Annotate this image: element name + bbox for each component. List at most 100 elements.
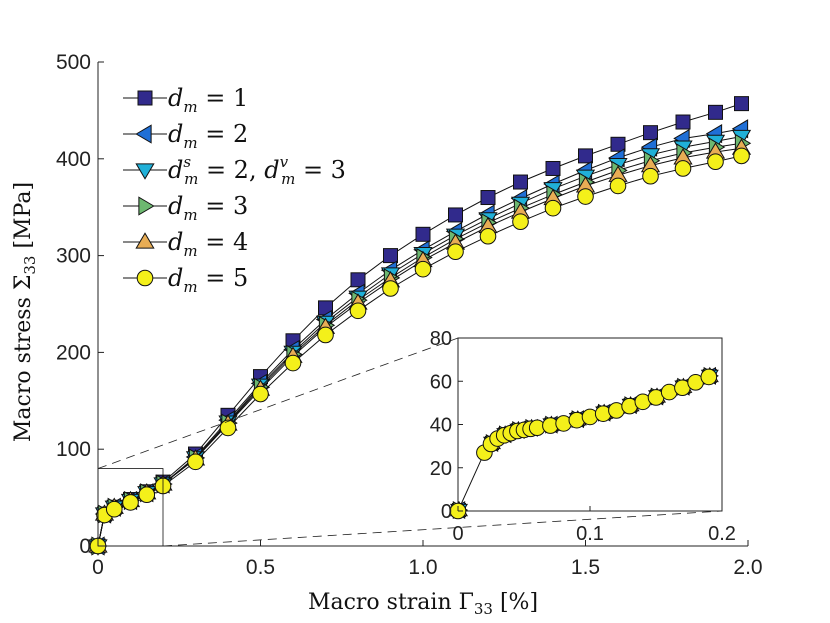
data-point — [349, 302, 367, 320]
data-point — [447, 243, 464, 261]
data-point — [578, 148, 593, 164]
legend-label: dm = 4 — [168, 228, 248, 260]
legend-marker — [138, 196, 155, 216]
legend-item-6: dm = 5 — [123, 264, 248, 296]
data-point — [642, 167, 659, 185]
legend-var: d — [168, 120, 183, 148]
legend-sup: s — [183, 153, 191, 171]
y-tick-label: 500 — [56, 51, 91, 74]
data-point — [513, 174, 528, 190]
data-point — [708, 104, 723, 120]
inset-y-tick-label: 80 — [430, 328, 452, 350]
inset-y-tick-label: 60 — [430, 371, 452, 393]
data-point — [187, 453, 204, 471]
data-point — [707, 153, 724, 171]
zoom-indicator — [97, 337, 723, 547]
data-point — [674, 160, 692, 177]
data-point — [284, 354, 302, 372]
legend-rest: = 5 — [198, 264, 249, 292]
legend-sub: m — [183, 242, 197, 260]
inset-y-tick-label: 0 — [441, 501, 452, 523]
data-point — [609, 177, 627, 195]
data-point — [643, 125, 658, 141]
inset-y-tick-label: 20 — [430, 458, 452, 480]
data-point — [545, 160, 561, 176]
legend-label: dm = 1 — [168, 84, 248, 116]
data-point — [105, 500, 123, 518]
data-point — [577, 188, 594, 205]
legend-sub-2: m — [281, 170, 295, 188]
legend-var-2: d — [264, 156, 279, 184]
legend-sub: m — [183, 278, 197, 296]
x-tick-label: 0 — [92, 556, 104, 579]
inset-plot: 0 0.1 0.2 0 20 40 60 80 — [430, 328, 736, 545]
y-tick-label: 200 — [56, 341, 91, 364]
data-point — [138, 486, 156, 503]
data-point — [512, 213, 529, 231]
data-point — [219, 419, 237, 437]
y-axis-title-unit: [MPa] — [11, 182, 36, 256]
inset-point — [700, 368, 718, 386]
legend-var: d — [168, 228, 183, 256]
legend-sub: m — [183, 206, 197, 224]
legend-label: dm = 2 — [168, 120, 248, 152]
y-tick-label: 100 — [56, 438, 91, 461]
series-6 — [89, 147, 750, 555]
y-axis-title: Macro stress Σ33 [MPa] — [11, 182, 39, 442]
data-point — [350, 272, 366, 288]
legend-marker — [136, 269, 154, 287]
inset-y-tick-label: 40 — [430, 415, 452, 437]
legend-var: d — [168, 84, 183, 112]
legend-marker — [135, 163, 155, 180]
y-tick-label: 300 — [56, 245, 91, 268]
legend-marker — [137, 90, 153, 106]
legend-sub: m — [183, 134, 197, 152]
legend: dm = 1dm = 2ds m = 2, dv m = 3dm = 3dm = 4… — [123, 84, 346, 296]
legend-rest: = 2, — [198, 156, 264, 184]
data-point — [415, 226, 431, 242]
legend-label: ds m = 2, dv m = 3 — [168, 153, 346, 188]
legend-var: d — [168, 192, 183, 220]
x-tick-label: 1.5 — [571, 556, 600, 579]
y-tick-label: 0 — [79, 535, 91, 558]
data-point — [414, 260, 432, 278]
legend-item-2: dm = 2 — [123, 120, 248, 152]
legend-rest: = 2 — [198, 120, 249, 148]
data-point — [675, 114, 691, 130]
data-point — [480, 190, 496, 206]
x-axis-title-sub: 33 — [474, 600, 493, 618]
x-axis-title-unit: [%] — [493, 590, 538, 615]
legend-label: dm = 5 — [168, 264, 248, 296]
data-point — [317, 326, 334, 344]
inset-marks — [449, 366, 719, 520]
x-tick-label: 0.5 — [246, 556, 275, 579]
legend-rest-2: = 3 — [295, 156, 346, 184]
legend-sub: m — [183, 98, 197, 116]
data-point — [479, 227, 497, 245]
legend-rest: = 4 — [198, 228, 249, 256]
x-tick-label: 2.0 — [733, 556, 762, 579]
data-point — [252, 385, 269, 403]
data-point — [544, 199, 562, 217]
data-point — [734, 96, 749, 112]
data-point — [448, 207, 463, 223]
legend-sub: m — [184, 170, 198, 188]
y-tick-label: 400 — [56, 148, 91, 171]
legend-var: d — [168, 156, 183, 184]
zoom-line-top — [97, 337, 459, 469]
legend-var: d — [168, 264, 183, 292]
inset-x-tick-label: 0.1 — [576, 523, 604, 545]
legend-item-5: dm = 4 — [123, 228, 248, 260]
y-axis-title-sub: 33 — [21, 256, 39, 275]
legend-item-3: ds m = 2, dv m = 3 — [123, 153, 346, 188]
data-point — [610, 136, 626, 152]
data-point — [122, 494, 139, 511]
legend-label: dm = 3 — [168, 192, 248, 224]
legend-item-1: dm = 1 — [123, 84, 248, 116]
data-point — [383, 248, 398, 264]
legend-rest: = 1 — [198, 84, 249, 112]
zoom-line-bottom — [162, 510, 723, 547]
x-axis-title: Macro strain Γ33 [%] — [308, 590, 538, 618]
